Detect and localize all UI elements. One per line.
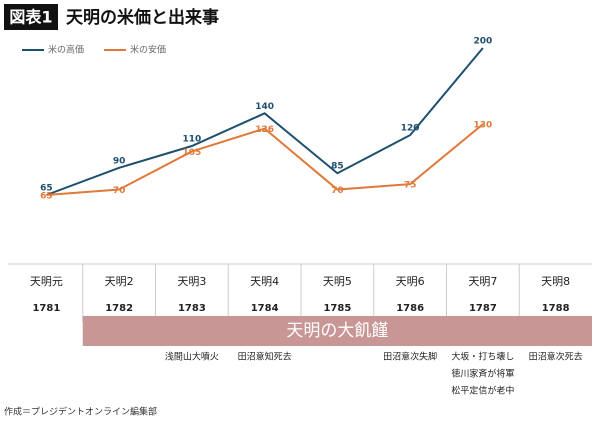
data-label: 140	[255, 102, 274, 112]
event-label: 松平定信が老中	[451, 385, 514, 397]
year-label: 1787	[469, 303, 497, 314]
event-label: 田沼意次失脚	[383, 351, 437, 363]
legend-label: 米の高価	[48, 44, 84, 56]
year-label: 1782	[105, 303, 133, 314]
era-label: 天明4	[250, 275, 279, 288]
era-label: 天明元	[30, 275, 63, 288]
event-label: 田沼意次死去	[529, 351, 583, 363]
data-label: 65	[40, 192, 53, 202]
data-label: 85	[331, 162, 344, 172]
legend-label: 米の安価	[130, 44, 166, 56]
era-label: 天明3	[177, 275, 206, 288]
data-label: 120	[401, 124, 420, 134]
year-label: 1781	[32, 303, 60, 314]
event-label: 徳川家斉が将軍	[451, 368, 514, 380]
year-label: 1783	[178, 303, 206, 314]
data-label: 75	[404, 181, 417, 191]
famine-band	[82, 316, 592, 346]
data-label: 200	[473, 37, 492, 47]
era-label: 天明8	[541, 275, 570, 288]
year-label: 1784	[251, 303, 279, 314]
source: 作成＝プレジデントオンライン編集部	[4, 406, 157, 418]
famine-label: 天明の大飢饉	[286, 321, 388, 341]
data-label: 110	[182, 135, 201, 145]
data-label: 65	[40, 184, 53, 194]
year-label: 1786	[396, 303, 424, 314]
event-label: 浅間山大噴火	[165, 351, 219, 363]
data-label: 70	[331, 186, 344, 196]
event-label: 田沼意知死去	[238, 351, 292, 363]
data-label: 130	[473, 121, 492, 131]
data-label: 105	[182, 148, 201, 158]
data-label: 126	[255, 125, 274, 135]
chart-title: 天明の米価と出来事	[66, 7, 219, 28]
series-line	[46, 123, 484, 196]
badge-box	[4, 4, 58, 30]
era-label: 天明6	[396, 275, 425, 288]
badge: 図表1	[9, 8, 52, 27]
year-label: 1785	[323, 303, 351, 314]
era-label: 天明2	[105, 275, 134, 288]
data-label: 90	[113, 156, 126, 166]
data-label: 70	[113, 186, 126, 196]
event-label: 大坂・打ち壊し	[451, 351, 514, 363]
era-label: 天明5	[323, 275, 352, 288]
series-line	[46, 47, 484, 196]
era-label: 天明7	[468, 275, 497, 288]
year-label: 1788	[542, 303, 570, 314]
